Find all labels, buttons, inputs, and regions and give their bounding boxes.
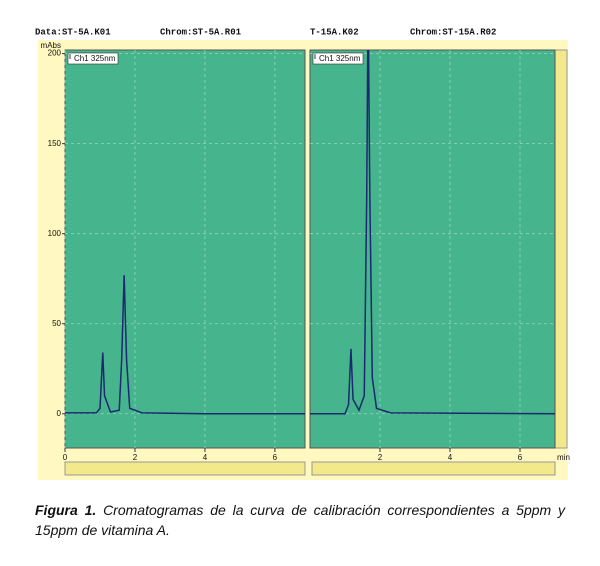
header-text: T-15A.K02 <box>310 27 359 37</box>
caption-text: Cromatogramas de la curva de calibración… <box>35 502 565 538</box>
legend-text: Ch1 325nm <box>74 54 116 63</box>
caption-label: Figura 1. <box>35 502 97 518</box>
plot-area <box>64 49 306 449</box>
x-tick-label: 4 <box>448 453 453 462</box>
plot-area <box>309 49 556 449</box>
legend-box <box>67 52 119 65</box>
x-tick-label: 6 <box>273 453 278 462</box>
x-tick-label: 0 <box>63 453 68 462</box>
x-tick-label: 2 <box>378 453 383 462</box>
header-text: Data:ST-5A.K01 <box>35 27 111 37</box>
h-scrollbar[interactable] <box>64 461 306 476</box>
y-tick-label: 0 <box>57 409 62 418</box>
header-text: Chrom:ST-15A.R02 <box>410 27 496 37</box>
x-axis-label: min <box>557 453 570 462</box>
x-tick-label: 2 <box>133 453 138 462</box>
legend-box <box>312 52 364 65</box>
y-tick-label: 150 <box>48 139 62 148</box>
h-scrollbar[interactable] <box>311 461 556 476</box>
v-scrollbar[interactable] <box>554 49 568 449</box>
chromatogram-line <box>310 50 555 415</box>
x-tick-label: 4 <box>203 453 208 462</box>
x-tick-label: 6 <box>518 453 523 462</box>
caption: Figura 1. Cromatogramas de la curva de c… <box>35 500 565 540</box>
chart: Data:ST-5A.K01 Chrom:ST-5A.R01 T-15A.K02 Ch… <box>35 27 570 480</box>
y-tick-label: 50 <box>52 319 61 328</box>
y-tick-label: 200 <box>48 49 62 58</box>
y-axis-label: mAbs <box>41 41 61 50</box>
y-tick-label: 100 <box>48 229 62 238</box>
chromatogram-line <box>65 275 305 415</box>
header-text: Chrom:ST-5A.R01 <box>160 27 242 37</box>
legend-text: Ch1 325nm <box>319 54 361 63</box>
